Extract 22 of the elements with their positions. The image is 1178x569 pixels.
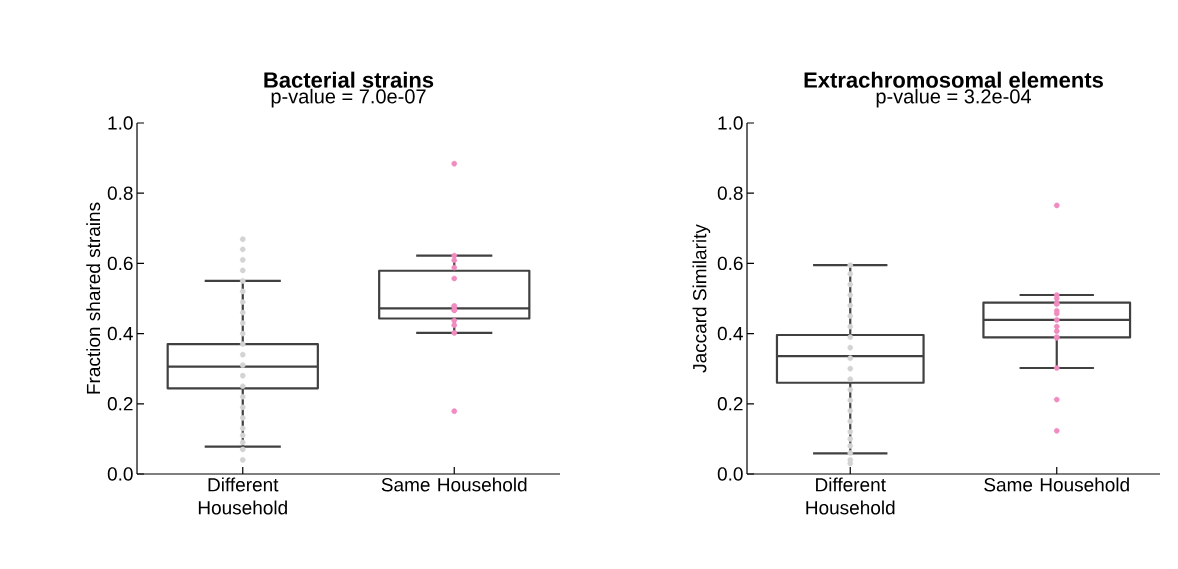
y-tick-label: 0.2 <box>107 397 133 411</box>
chart-subtitle: p-value = 3.2e-04 <box>876 88 1031 108</box>
y-axis-title: Fraction shared strains <box>86 202 101 394</box>
y-tick-label: 1.0 <box>108 116 133 130</box>
y-tick-label: 1.0 <box>718 116 743 130</box>
y-tick-label: 0.2 <box>717 397 743 411</box>
y-tick-label: 0.8 <box>717 186 743 200</box>
y-tick-label: 0.4 <box>107 326 133 341</box>
x-tick-label: Different Household <box>806 477 895 515</box>
y-tick-label: 0.8 <box>107 186 133 200</box>
x-tick-label: Different Household <box>198 477 287 515</box>
chart-title: Bacterial strains <box>264 71 434 88</box>
y-tick-label: 0.0 <box>717 467 743 481</box>
x-tick-label: Same Household <box>381 477 527 492</box>
y-tick-label: 0.6 <box>107 256 133 271</box>
y-tick-label: 0.6 <box>717 256 743 271</box>
y-tick-label: 0.0 <box>107 467 133 481</box>
x-tick-label: Same Household <box>984 477 1129 492</box>
y-axis-title: Jaccard Similarity <box>692 224 711 373</box>
chart-title: Extrachromosomal elements <box>804 71 1103 88</box>
y-tick-label: 0.4 <box>717 326 743 341</box>
chart-subtitle: p-value = 7.0e-07 <box>271 88 426 108</box>
